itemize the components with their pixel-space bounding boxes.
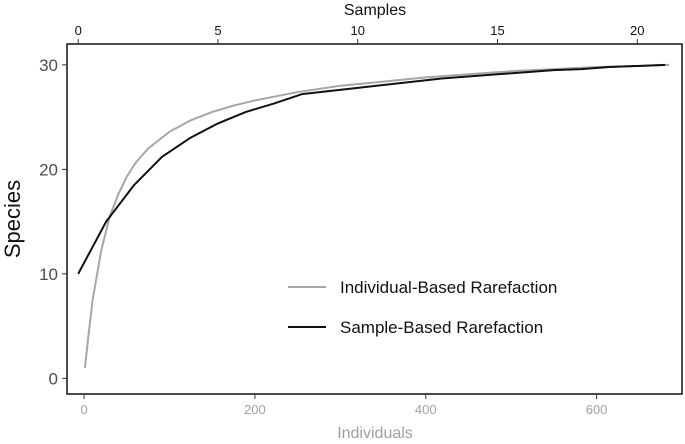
y-tick-label: 10 [39, 265, 58, 284]
x-axis-title-top: Samples [344, 2, 406, 19]
y-tick-label: 20 [39, 160, 58, 179]
series-layer [77, 63, 670, 368]
x-tick-bottom-label: 200 [244, 402, 266, 417]
x-axis-title-bottom: Individuals [337, 425, 413, 439]
x-tick-top-label: 5 [214, 23, 221, 38]
y-tick-label: 0 [49, 369, 58, 388]
bottom-axis: 0 200 400 600 [80, 394, 607, 417]
left-axis: 0 10 20 30 [39, 56, 67, 388]
legend-label-individual: Individual-Based Rarefaction [340, 278, 557, 297]
x-tick-top-label: 20 [630, 23, 644, 38]
x-tick-bottom-label: 0 [80, 402, 87, 417]
legend-label-sample: Sample-Based Rarefaction [340, 318, 543, 337]
x-tick-bottom-label: 400 [415, 402, 437, 417]
x-tick-top-label: 10 [350, 23, 364, 38]
x-tick-top-label: 15 [490, 23, 504, 38]
x-tick-bottom-label: 600 [586, 402, 608, 417]
top-axis: 0 5 10 15 20 [75, 23, 645, 44]
legend: Individual-Based Rarefaction Sample-Base… [288, 278, 557, 337]
sample-based-rarefaction-line [77, 63, 666, 275]
x-tick-top-label: 0 [75, 23, 82, 38]
plot-panel-border [66, 43, 683, 395]
individual-based-rarefaction-line [83, 63, 670, 368]
y-axis-title: Species [0, 180, 25, 258]
y-tick-label: 30 [39, 56, 58, 75]
